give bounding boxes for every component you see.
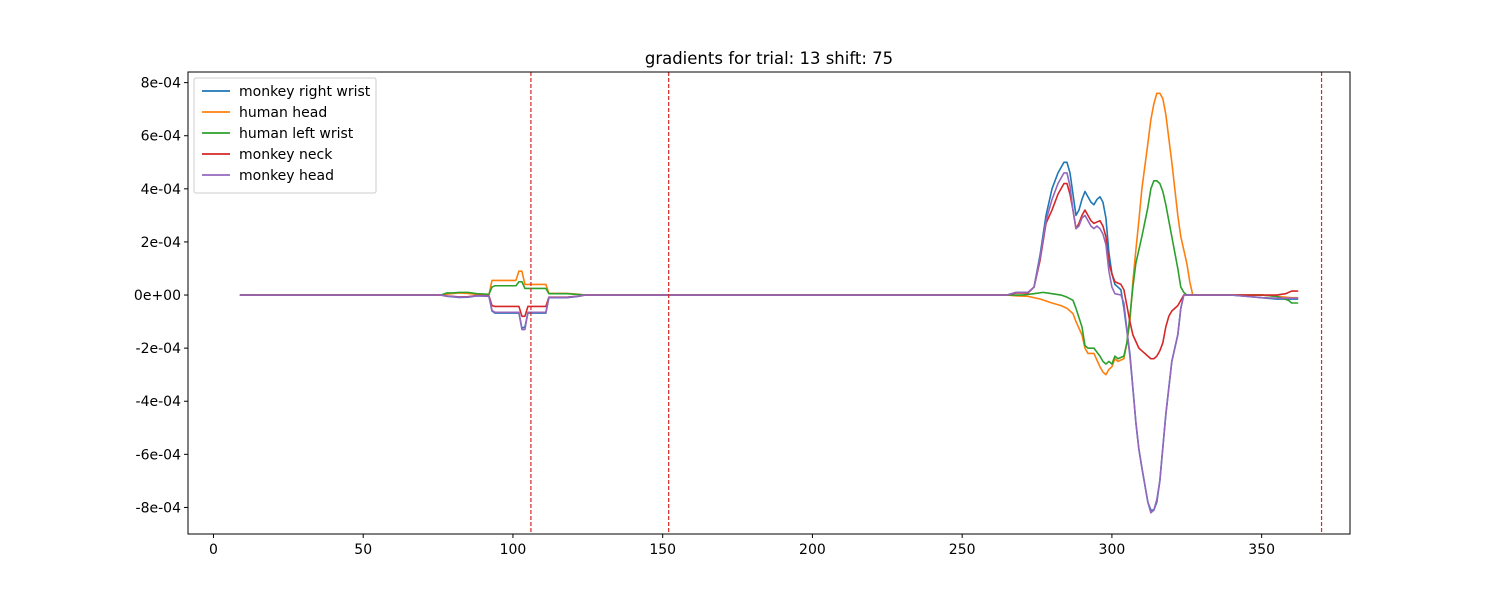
- axis-ticks: 0 50 100 150 200 250 300 350 8e-04 6e-04 4e-04 2e-0…: [134, 76, 1275, 558]
- plot-area: [239, 72, 1323, 534]
- legend-label: monkey head: [239, 168, 334, 184]
- x-tick-label: 300: [1099, 542, 1126, 558]
- series-line-3: [239, 182, 1299, 360]
- y-tick-label: 6e-04: [141, 129, 181, 145]
- x-tick-label: 50: [354, 542, 372, 558]
- series-line-2: [239, 180, 1299, 365]
- x-tick-label: 250: [949, 542, 976, 558]
- y-tick-label: 8e-04: [141, 76, 181, 92]
- legend: monkey right wrist human head human left w…: [193, 77, 377, 194]
- legend-label: monkey right wrist: [239, 84, 371, 100]
- y-tick-label: 2e-04: [141, 235, 181, 251]
- y-tick-label: 4e-04: [141, 182, 181, 198]
- axes-frame: [187, 71, 1351, 535]
- y-tick-label: -4e-04: [136, 394, 182, 410]
- x-tick-label: 200: [799, 542, 826, 558]
- x-tick-label: 0: [209, 542, 218, 558]
- x-tick-label: 350: [1248, 542, 1275, 558]
- y-tick-label: -6e-04: [136, 447, 182, 463]
- series-line-4: [239, 172, 1299, 514]
- legend-label: monkey neck: [239, 147, 333, 163]
- y-tick-label: -2e-04: [136, 341, 182, 357]
- y-tick-label: -8e-04: [136, 500, 182, 516]
- series-line-1: [239, 92, 1299, 376]
- x-tick-label: 100: [500, 542, 527, 558]
- legend-label: human left wrist: [239, 126, 354, 142]
- legend-box: [193, 77, 377, 194]
- chart-title: gradients for trial: 13 shift: 75: [645, 49, 893, 68]
- legend-label: human head: [239, 105, 327, 121]
- y-tick-label: 0e+00: [134, 288, 181, 304]
- x-tick-label: 150: [649, 542, 676, 558]
